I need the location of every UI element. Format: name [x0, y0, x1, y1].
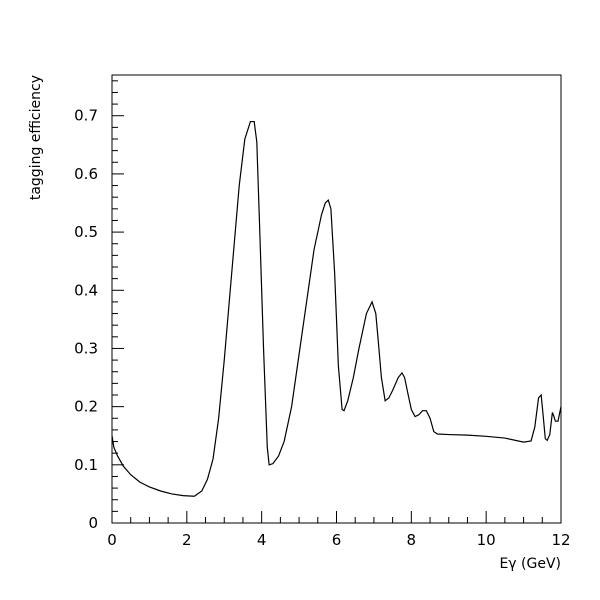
x-tick-label: 8 — [407, 531, 417, 549]
y-tick-label: 0.6 — [74, 165, 98, 183]
y-tick-label: 0.4 — [74, 281, 98, 299]
y-tick-label: 0.2 — [74, 398, 98, 416]
x-tick-label: 6 — [332, 531, 342, 549]
series-line — [111, 120, 562, 497]
ticks-layer — [111, 80, 562, 524]
x-tick-label: 4 — [257, 531, 267, 549]
plot-frame — [111, 74, 562, 524]
x-axis-title: Eγ (GeV) — [499, 556, 561, 572]
x-tick-label: 0 — [107, 531, 117, 549]
y-tick-label: 0.5 — [74, 223, 98, 241]
y-tick-label: 0 — [88, 514, 98, 532]
y-tick-label: 0.1 — [74, 456, 98, 474]
x-tick-label: 2 — [182, 531, 192, 549]
y-axis-title: tagging efficiency — [28, 75, 44, 200]
x-tick-label: 12 — [551, 531, 570, 549]
labels-layer: 0 2 4 6 8 10 12 0 0.1 0.2 0.3 0.4 0.5 0.6 0.7 — [74, 107, 570, 549]
x-tick-label: 10 — [477, 531, 496, 549]
y-tick-label: 0.7 — [74, 107, 98, 125]
y-tick-label: 0.3 — [74, 339, 98, 357]
